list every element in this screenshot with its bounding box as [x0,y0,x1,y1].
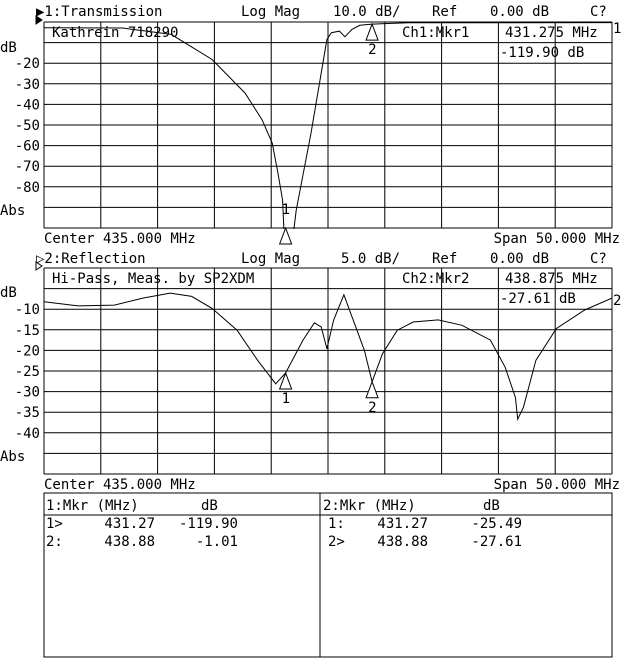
table1-row2-value: -1.01 [196,534,238,550]
trace-line [44,292,612,422]
y-tick-label: -80 [15,180,40,196]
marker-table: 1:Mkr (MHz) dB 1> 431.27 -119.90 2: 438.… [43,492,613,658]
table2-row2-value: -27.61 [471,534,522,550]
ch1-marker-value: -119.90 dB [500,45,584,61]
ch2-marker-freq: 438.875 MHz [505,271,598,287]
ch2-ref-label: Ref [432,251,457,267]
ch2-marker-value: -27.61 dB [500,291,576,307]
reference-pointer-icon [35,261,43,271]
ch2-status: C? [590,251,607,267]
ch1-center: Center 435.000 MHz [44,231,196,247]
table2-header-db: dB [483,498,500,514]
marker-triangle[interactable] [278,226,293,245]
ch2-format: Log Mag [241,251,300,267]
ch1-channel-label: ▶1:Transmission [36,4,162,20]
marker-triangle[interactable] [365,22,379,41]
table1-row1-freq: 431.27 [104,516,155,532]
channel-2-reflection-plot: ▷2:Reflection Log Mag 5.0 dB/ Ref 0.00 d… [0,251,621,493]
table2-header-mkr: 2:Mkr (MHz) [323,498,416,514]
table2-row2-freq: 438.88 [377,534,428,550]
ch1-ref-label: Ref [432,4,457,20]
table2-row1-id: 1: [328,516,345,532]
y-tick-label: -60 [15,139,40,155]
ch1-status: C? [590,4,607,20]
y-tick-label: -15 [15,323,40,339]
y-tick-label: -40 [15,97,40,113]
table2-row1-freq: 431.27 [377,516,428,532]
ch1-ref-marker: 1 [613,21,621,37]
reference-pointer-icon [35,15,43,25]
y-tick-label: -20 [15,56,40,72]
ch1-format: Log Mag [241,4,300,20]
table1-header-db: dB [201,498,218,514]
ch2-ref-value: 0.00 dB [490,251,549,267]
marker-number-label: 2 [368,42,376,58]
ch2-scale: 5.0 dB/ [341,251,400,267]
marker-number-label: 2 [368,400,376,416]
table1-row1-value: -119.90 [179,516,238,532]
marker-triangle[interactable] [365,380,379,399]
table1-row2-id: 2: [46,534,63,550]
ch2-span: Span 50.000 MHz [494,477,620,493]
y-tick-label: -10 [15,302,40,318]
marker-table-frame [43,492,613,658]
y-tick-label: -40 [15,426,40,442]
ch2-center: Center 435.000 MHz [44,477,196,493]
y-tick-label: -70 [15,159,40,175]
ch1-ylabel: dB [0,40,17,56]
table2-row1-value: -25.49 [471,516,522,532]
y-tick-label: -35 [15,405,40,421]
table1-row2-freq: 438.88 [104,534,155,550]
ch1-marker-label: Ch1:Mkr1 [402,25,469,41]
y-tick-label: -50 [15,118,40,134]
ch2-channel-label: ▷2:Reflection [36,251,146,267]
y-tick-label: -30 [15,385,40,401]
ch1-scale: 10.0 dB/ [333,4,400,20]
table1-row1-id: 1> [46,516,63,532]
ch1-ylabel-bottom: Abs [0,203,25,219]
ch2-ylabel: dB [0,285,17,301]
ch1-ref-value: 0.00 dB [490,4,549,20]
y-tick-label: -20 [15,343,40,359]
channel-1-transmission-plot: ▶1:Transmission Log Mag 10.0 dB/ Ref 0.0… [0,4,621,247]
trace-line [44,22,612,229]
ch1-span: Span 50.000 MHz [494,231,620,247]
table1-header-mkr: 1:Mkr (MHz) [46,498,139,514]
ch1-marker-freq: 431.275 MHz [505,25,598,41]
ch2-marker-label: Ch2:Mkr2 [402,271,469,287]
marker-triangle[interactable] [278,371,293,390]
ch1-title: Kathrein 718290 [52,25,178,41]
marker-number-label: 1 [282,391,290,407]
ch2-title: Hi-Pass, Meas. by SP2XDM [52,271,254,287]
ch2-ref-marker: 2 [613,293,621,309]
y-tick-label: -30 [15,77,40,93]
marker-number-label: 1 [282,202,290,218]
table2-row2-id: 2> [328,534,345,550]
y-tick-label: -25 [15,364,40,380]
ch2-ylabel-bottom: Abs [0,449,25,465]
